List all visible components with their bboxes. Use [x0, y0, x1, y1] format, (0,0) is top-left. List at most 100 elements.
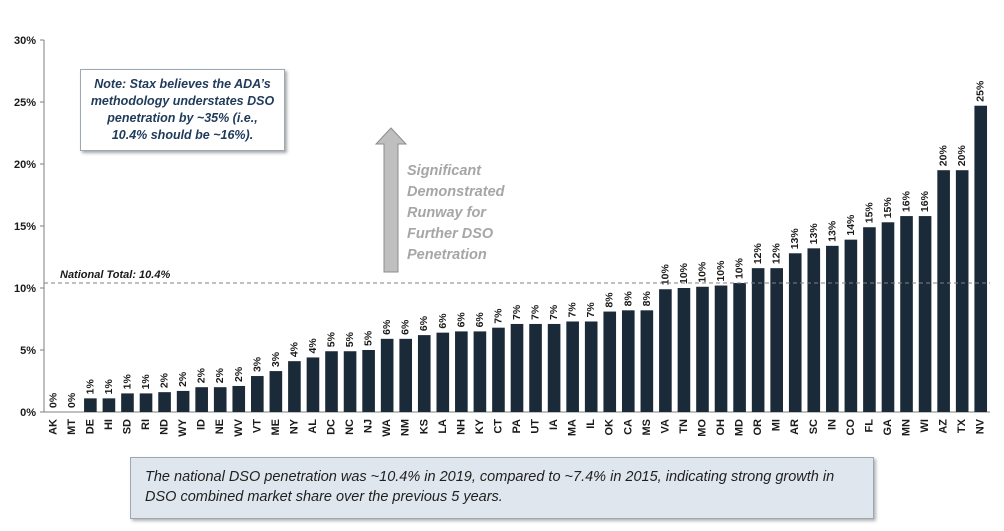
- bar: [269, 371, 283, 412]
- bar: [325, 351, 338, 412]
- category-label: KS: [418, 419, 430, 434]
- category-label: UT: [530, 419, 542, 434]
- data-label: 16%: [919, 190, 931, 212]
- bar: [362, 350, 375, 412]
- category-label: GA: [882, 419, 894, 436]
- bar: [788, 253, 802, 412]
- y-tick-label: 25%: [14, 97, 36, 109]
- data-label: 12%: [771, 242, 783, 264]
- data-label: 1%: [103, 379, 115, 395]
- bar: [492, 327, 505, 412]
- bar: [436, 332, 450, 412]
- bar: [139, 393, 153, 412]
- bar: [733, 283, 746, 412]
- category-label: NM: [400, 419, 412, 436]
- data-label: 0%: [47, 392, 59, 408]
- data-label: 8%: [604, 292, 616, 308]
- data-label: 6%: [474, 312, 486, 328]
- bar: [640, 310, 654, 412]
- bar: [380, 338, 394, 412]
- data-label: 13%: [826, 220, 838, 242]
- bar: [751, 268, 765, 412]
- data-label: 4%: [288, 341, 300, 357]
- category-label: CA: [622, 419, 634, 435]
- data-label: 2%: [196, 367, 208, 383]
- runway-arrow-icon: [374, 127, 408, 273]
- bar: [158, 392, 171, 412]
- bar: [232, 385, 246, 412]
- bar: [677, 288, 691, 412]
- y-tick-label: 30%: [14, 35, 36, 47]
- note-line-2: methodology understates DSO: [90, 94, 275, 108]
- y-tick-label: 15%: [14, 221, 36, 233]
- methodology-note-box: Note: Stax believes the ADA’s methodolog…: [80, 69, 285, 151]
- category-label: AR: [789, 419, 801, 435]
- bar: [844, 239, 858, 412]
- bar: [621, 310, 635, 412]
- category-label: OK: [604, 419, 616, 436]
- data-label: 7%: [492, 308, 504, 324]
- category-label: CO: [845, 419, 857, 436]
- arrow-caption-line: Demonstrated: [407, 184, 506, 200]
- category-label: MS: [641, 419, 653, 436]
- data-label: 1%: [84, 379, 96, 395]
- data-label: 16%: [901, 190, 913, 212]
- summary-callout: The national DSO penetration was ~10.4% …: [130, 457, 874, 519]
- data-label: 5%: [344, 331, 356, 347]
- category-label: IN: [826, 419, 838, 430]
- category-label: NE: [214, 419, 226, 434]
- category-label: MT: [66, 419, 78, 435]
- category-label: NJ: [363, 419, 375, 433]
- data-label: 6%: [418, 315, 430, 331]
- data-label: 6%: [400, 319, 412, 335]
- bar: [288, 361, 301, 412]
- data-label: 10%: [734, 257, 746, 279]
- bar: [547, 323, 561, 412]
- bar: [937, 170, 950, 412]
- bar: [659, 289, 672, 412]
- bar: [584, 321, 598, 412]
- bar: [974, 105, 988, 412]
- data-label: 3%: [270, 351, 282, 367]
- bar: [84, 398, 97, 412]
- data-label: 4%: [307, 338, 319, 354]
- note-line-1: Note: Stax believes the ADA’s: [94, 77, 271, 91]
- bar: [195, 387, 208, 412]
- data-label: 15%: [882, 197, 894, 219]
- data-label: 2%: [214, 367, 226, 383]
- data-label: 7%: [530, 304, 542, 320]
- data-label: 6%: [381, 319, 393, 335]
- bar: [900, 216, 913, 412]
- y-tick-label: 0%: [20, 407, 36, 419]
- data-label: 20%: [956, 145, 968, 167]
- bar: [714, 285, 728, 412]
- bar: [455, 331, 468, 412]
- category-label: CT: [492, 419, 504, 434]
- note-line-4: 10.4% should be ~16%).: [111, 128, 254, 142]
- data-label: 5%: [326, 331, 338, 347]
- category-label: AL: [307, 419, 319, 434]
- bar: [510, 323, 524, 412]
- category-label: AZ: [938, 419, 950, 434]
- data-label: 2%: [233, 366, 245, 382]
- category-label: NC: [344, 419, 356, 435]
- data-label: 10%: [715, 260, 727, 282]
- data-label: 13%: [789, 228, 801, 250]
- data-label: 12%: [752, 242, 764, 264]
- bar: [696, 286, 709, 412]
- data-label: 7%: [585, 302, 597, 318]
- bar: [770, 268, 783, 412]
- data-label: 7%: [548, 304, 560, 320]
- arrow-caption-line: Runway for: [407, 205, 487, 221]
- category-label: LA: [437, 419, 449, 434]
- category-label: VA: [659, 419, 671, 434]
- category-label: DC: [326, 419, 338, 435]
- bar: [881, 222, 895, 412]
- data-label: 3%: [251, 356, 263, 372]
- data-label: 1%: [121, 374, 133, 390]
- category-label: OH: [715, 419, 727, 436]
- category-label: TN: [678, 419, 690, 434]
- y-tick-label: 10%: [14, 283, 36, 295]
- category-label: IA: [548, 419, 560, 430]
- data-label: 15%: [863, 202, 875, 224]
